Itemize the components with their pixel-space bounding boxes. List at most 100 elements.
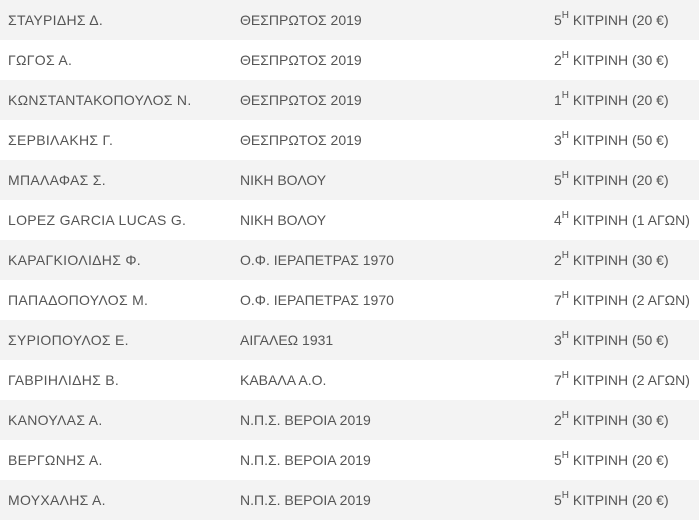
player-name: ΣΕΡΒΙΛΑΚΗΣ Γ.: [8, 132, 114, 148]
card-ordinal: Η: [561, 370, 570, 382]
team-cell: ΘΕΣΠΡΩΤΟΣ 2019: [240, 0, 554, 40]
player-cell: ΣΤΑΥΡΙΔΗΣ Δ.: [0, 0, 240, 40]
player-cell: ΣΕΡΒΙΛΑΚΗΣ Γ.: [0, 120, 240, 160]
player-name: LOPEZ GARCIA LUCAS G.: [8, 212, 187, 228]
player-name: ΜΠΑΛΑΦΑΣ Σ.: [8, 172, 106, 188]
card-ordinal: Η: [561, 290, 570, 302]
player-name: ΜΟΥΧΑΛΗΣ Α.: [8, 492, 106, 508]
table-row: ΚΑΡΑΓΚΙΟΛΙΔΗΣ Φ. Ο.Φ. ΙΕΡΑΠΕΤΡΑΣ 1970 2Η…: [0, 240, 699, 280]
card-ordinal: Η: [561, 50, 570, 62]
player-cell: ΓΩΓΟΣ Α.: [0, 40, 240, 80]
card-number: 5: [554, 452, 562, 468]
penalty-cell: 2Η ΚΙΤΡΙΝΗ (30 €): [554, 40, 699, 80]
player-cell: ΚΑΡΑΓΚΙΟΛΙΔΗΣ Φ.: [0, 240, 240, 280]
card-ordinal: Η: [561, 210, 570, 222]
card-number: 1: [554, 92, 562, 108]
table-row: LOPEZ GARCIA LUCAS G. ΝΙΚΗ ΒΟΛΟΥ 4Η ΚΙΤΡ…: [0, 200, 699, 240]
player-name: ΣΤΑΥΡΙΔΗΣ Δ.: [8, 12, 104, 28]
team-cell: ΝΙΚΗ ΒΟΛΟΥ: [240, 160, 554, 200]
penalty-text: ΚΙΤΡΙΝΗ (20 €): [572, 492, 669, 508]
penalty-cell: 3Η ΚΙΤΡΙΝΗ (50 €): [554, 120, 699, 160]
table-row: ΜΠΑΛΑΦΑΣ Σ. ΝΙΚΗ ΒΟΛΟΥ 5Η ΚΙΤΡΙΝΗ (20 €): [0, 160, 699, 200]
penalty-text: ΚΙΤΡΙΝΗ (30 €): [572, 412, 669, 428]
card-number: 7: [554, 292, 562, 308]
penalty-text: ΚΙΤΡΙΝΗ (1 ΑΓΩΝ): [572, 212, 690, 228]
penalty-cell: 5Η ΚΙΤΡΙΝΗ (20 €): [554, 480, 699, 520]
card-number: 2: [554, 52, 562, 68]
table-row: ΣΤΑΥΡΙΔΗΣ Δ. ΘΕΣΠΡΩΤΟΣ 2019 5Η ΚΙΤΡΙΝΗ (…: [0, 0, 699, 40]
player-name: ΒΕΡΓΩΝΗΣ Α.: [8, 452, 103, 468]
player-cell: ΜΟΥΧΑΛΗΣ Α.: [0, 480, 240, 520]
player-cell: ΠΑΠΑΔΟΠΟΥΛΟΣ Μ.: [0, 280, 240, 320]
penalty-text: ΚΙΤΡΙΝΗ (30 €): [572, 252, 669, 268]
card-ordinal: Η: [561, 10, 570, 22]
card-number: 5: [554, 12, 562, 28]
penalty-text: ΚΙΤΡΙΝΗ (50 €): [572, 332, 669, 348]
card-number: 3: [554, 332, 562, 348]
card-ordinal: Η: [561, 90, 570, 102]
penalty-text: ΚΙΤΡΙΝΗ (20 €): [572, 172, 669, 188]
card-ordinal: Η: [561, 330, 570, 342]
penalty-text: ΚΙΤΡΙΝΗ (2 ΑΓΩΝ): [572, 292, 690, 308]
player-name: ΓΑΒΡΙΗΛΙΔΗΣ Β.: [8, 372, 120, 388]
card-number: 4: [554, 212, 562, 228]
card-number: 2: [554, 252, 562, 268]
player-cell: ΜΠΑΛΑΦΑΣ Σ.: [0, 160, 240, 200]
penalty-cell: 2Η ΚΙΤΡΙΝΗ (30 €): [554, 240, 699, 280]
card-number: 5: [554, 172, 562, 188]
table-row: ΣΥΡΙΟΠΟΥΛΟΣ Ε. ΑΙΓΑΛΕΩ 1931 3Η ΚΙΤΡΙΝΗ (…: [0, 320, 699, 360]
table-row: ΠΑΠΑΔΟΠΟΥΛΟΣ Μ. Ο.Φ. ΙΕΡΑΠΕΤΡΑΣ 1970 7Η …: [0, 280, 699, 320]
penalty-cell: 3Η ΚΙΤΡΙΝΗ (50 €): [554, 320, 699, 360]
team-cell: ΘΕΣΠΡΩΤΟΣ 2019: [240, 80, 554, 120]
player-cell: ΒΕΡΓΩΝΗΣ Α.: [0, 440, 240, 480]
card-number: 2: [554, 412, 562, 428]
team-cell: ΚΑΒΑΛΑ Α.Ο.: [240, 360, 554, 400]
card-ordinal: Η: [561, 410, 570, 422]
team-cell: Ν.Π.Σ. ΒΕΡΟΙΑ 2019: [240, 440, 554, 480]
player-name: ΚΩΝΣΤΑΝΤΑΚΟΠΟΥΛΟΣ Ν.: [8, 92, 192, 108]
card-ordinal: Η: [561, 450, 570, 462]
card-number: 7: [554, 372, 562, 388]
penalty-text: ΚΙΤΡΙΝΗ (2 ΑΓΩΝ): [572, 372, 690, 388]
table-row: ΚΩΝΣΤΑΝΤΑΚΟΠΟΥΛΟΣ Ν. ΘΕΣΠΡΩΤΟΣ 2019 1Η Κ…: [0, 80, 699, 120]
team-cell: ΝΙΚΗ ΒΟΛΟΥ: [240, 200, 554, 240]
card-number: 3: [554, 132, 562, 148]
penalty-cell: 4Η ΚΙΤΡΙΝΗ (1 ΑΓΩΝ): [554, 200, 699, 240]
penalty-text: ΚΙΤΡΙΝΗ (20 €): [572, 92, 669, 108]
player-cell: LOPEZ GARCIA LUCAS G.: [0, 200, 240, 240]
table-row: ΜΟΥΧΑΛΗΣ Α. Ν.Π.Σ. ΒΕΡΟΙΑ 2019 5Η ΚΙΤΡΙΝ…: [0, 480, 699, 520]
card-ordinal: Η: [561, 170, 570, 182]
penalty-cell: 1Η ΚΙΤΡΙΝΗ (20 €): [554, 80, 699, 120]
player-cell: ΓΑΒΡΙΗΛΙΔΗΣ Β.: [0, 360, 240, 400]
penalty-cell: 2Η ΚΙΤΡΙΝΗ (30 €): [554, 400, 699, 440]
card-ordinal: Η: [561, 490, 570, 502]
table-row: ΣΕΡΒΙΛΑΚΗΣ Γ. ΘΕΣΠΡΩΤΟΣ 2019 3Η ΚΙΤΡΙΝΗ …: [0, 120, 699, 160]
team-cell: Ο.Φ. ΙΕΡΑΠΕΤΡΑΣ 1970: [240, 280, 554, 320]
player-cell: ΚΑΝΟΥΛΑΣ Α.: [0, 400, 240, 440]
player-name: ΚΑΡΑΓΚΙΟΛΙΔΗΣ Φ.: [8, 252, 141, 268]
player-name: ΠΑΠΑΔΟΠΟΥΛΟΣ Μ.: [8, 292, 149, 308]
penalty-cell: 7Η ΚΙΤΡΙΝΗ (2 ΑΓΩΝ): [554, 280, 699, 320]
penalty-cell: 5Η ΚΙΤΡΙΝΗ (20 €): [554, 440, 699, 480]
penalty-text: ΚΙΤΡΙΝΗ (30 €): [572, 52, 669, 68]
card-ordinal: Η: [561, 130, 570, 142]
team-cell: ΑΙΓΑΛΕΩ 1931: [240, 320, 554, 360]
table-row: ΓΩΓΟΣ Α. ΘΕΣΠΡΩΤΟΣ 2019 2Η ΚΙΤΡΙΝΗ (30 €…: [0, 40, 699, 80]
team-cell: ΘΕΣΠΡΩΤΟΣ 2019: [240, 40, 554, 80]
table-row: ΓΑΒΡΙΗΛΙΔΗΣ Β. ΚΑΒΑΛΑ Α.Ο. 7Η ΚΙΤΡΙΝΗ (2…: [0, 360, 699, 400]
team-cell: Ο.Φ. ΙΕΡΑΠΕΤΡΑΣ 1970: [240, 240, 554, 280]
card-ordinal: Η: [561, 250, 570, 262]
penalty-cell: 7Η ΚΙΤΡΙΝΗ (2 ΑΓΩΝ): [554, 360, 699, 400]
player-name: ΓΩΓΟΣ Α.: [8, 52, 73, 68]
player-cell: ΣΥΡΙΟΠΟΥΛΟΣ Ε.: [0, 320, 240, 360]
penalty-text: ΚΙΤΡΙΝΗ (50 €): [572, 132, 669, 148]
team-cell: Ν.Π.Σ. ΒΕΡΟΙΑ 2019: [240, 400, 554, 440]
penalty-text: ΚΙΤΡΙΝΗ (20 €): [572, 12, 669, 28]
team-cell: Ν.Π.Σ. ΒΕΡΟΙΑ 2019: [240, 480, 554, 520]
team-cell: ΘΕΣΠΡΩΤΟΣ 2019: [240, 120, 554, 160]
player-name: ΣΥΡΙΟΠΟΥΛΟΣ Ε.: [8, 332, 129, 348]
player-name: ΚΑΝΟΥΛΑΣ Α.: [8, 412, 103, 428]
penalty-cell: 5Η ΚΙΤΡΙΝΗ (20 €): [554, 0, 699, 40]
card-number: 5: [554, 492, 562, 508]
